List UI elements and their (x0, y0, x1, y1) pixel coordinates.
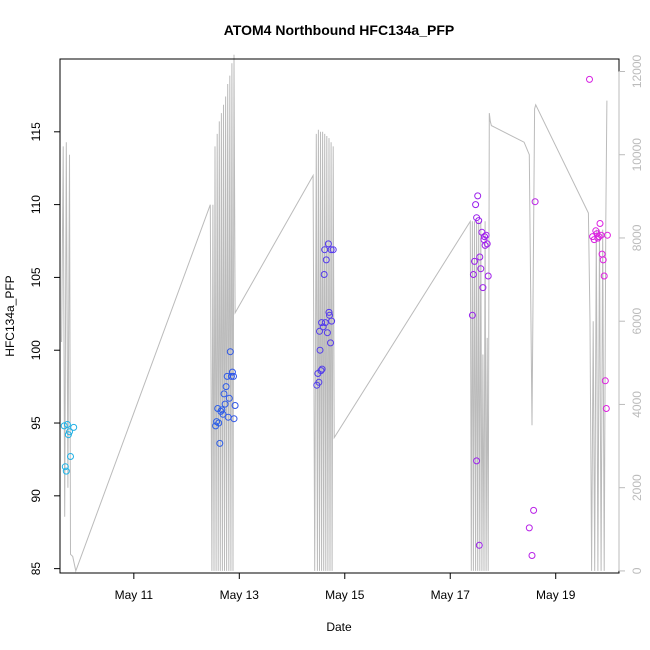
y-axis: 85 90 95 100 105 110 115 (29, 122, 60, 575)
right-tick-label: 12000 (630, 54, 644, 88)
data-point (219, 410, 227, 418)
data-point (324, 240, 332, 248)
data-point (474, 192, 482, 200)
data-point (602, 405, 610, 412)
plot-area (60, 54, 611, 573)
data-point (61, 463, 69, 471)
data-point (318, 319, 326, 327)
data-point (215, 419, 223, 427)
data-point (484, 272, 492, 280)
altitude-line (61, 54, 608, 573)
y-tick-label: 105 (29, 267, 43, 287)
data-point (318, 365, 326, 373)
data-point (226, 348, 234, 356)
data-point (321, 319, 329, 327)
data-point (320, 271, 328, 278)
data-point (475, 217, 483, 225)
data-point (481, 233, 488, 241)
data-point (475, 541, 483, 549)
data-point (319, 323, 327, 331)
y-tick-label: 115 (29, 122, 43, 141)
data-point (230, 372, 237, 380)
x-tick-label: May 15 (325, 588, 365, 602)
data-point (221, 400, 229, 408)
data-point (228, 368, 236, 376)
data-point (479, 284, 487, 292)
y-tick-label: 95 (29, 416, 43, 430)
data-point (67, 453, 74, 460)
data-point (62, 467, 70, 475)
x-axis: May 11 May 13 May 15 May 17 May 19 (115, 573, 576, 602)
data-point (230, 415, 238, 423)
data-point (326, 311, 333, 319)
x-tick-label: May 17 (431, 588, 471, 602)
data-point (531, 198, 539, 206)
data-point (530, 506, 538, 514)
y-tick-label: 100 (29, 340, 43, 360)
data-point (477, 265, 485, 273)
data-point (329, 246, 337, 254)
data-point (603, 231, 611, 239)
x-axis-label: Date (326, 620, 352, 634)
y-tick-label: 85 (29, 562, 43, 576)
data-point (316, 346, 324, 354)
data-point (468, 311, 476, 319)
data-point (225, 394, 233, 402)
data-point (231, 402, 239, 409)
data-point (473, 457, 481, 465)
right-tick-label: 2000 (630, 474, 644, 501)
data-point (481, 241, 489, 249)
plot-frame (59, 58, 620, 574)
data-point (322, 256, 330, 264)
data-point (323, 329, 331, 337)
x-tick-label: May 11 (115, 588, 154, 602)
data-point (586, 75, 593, 83)
y-tick-label: 110 (29, 195, 43, 214)
chart-title: ATOM4 Northbound HFC134a_PFP (224, 22, 455, 38)
data-point (471, 257, 478, 265)
data-point (216, 439, 224, 447)
data-point (601, 377, 609, 385)
right-tick-label: 8000 (630, 224, 644, 251)
data-point (472, 201, 480, 209)
x-tick-label: May 13 (220, 588, 260, 602)
y-axis-label: HFC134a_PFP (3, 275, 17, 356)
data-point (599, 256, 607, 264)
data-point (483, 240, 491, 248)
right-tick-label: 4000 (630, 391, 644, 418)
data-point (220, 390, 228, 398)
data-point (227, 372, 235, 380)
right-tick-label: 6000 (630, 308, 644, 335)
data-point (222, 383, 230, 391)
right-tick-label: 10000 (630, 138, 644, 172)
data-point (218, 406, 226, 414)
data-point (315, 378, 323, 386)
data-point (328, 317, 336, 325)
data-point (525, 524, 533, 532)
data-point (476, 253, 484, 261)
right-tick-label: 0 (630, 567, 644, 574)
data-point (327, 246, 335, 254)
data-point (469, 271, 477, 278)
x-tick-label: May 19 (536, 588, 576, 602)
data-point (66, 428, 73, 436)
data-point (63, 421, 71, 428)
data-point (70, 423, 78, 431)
data-point (325, 308, 333, 316)
data-point (60, 422, 68, 430)
data-point (316, 327, 323, 335)
y-tick-label: 90 (29, 489, 43, 503)
right-axis: 0 2000 4000 6000 8000 10000 12000 (618, 54, 644, 574)
data-point (596, 220, 604, 227)
data-point (528, 552, 536, 559)
data-point (482, 231, 490, 239)
data-point (600, 272, 608, 280)
data-point (317, 367, 325, 375)
data-point (327, 339, 334, 347)
